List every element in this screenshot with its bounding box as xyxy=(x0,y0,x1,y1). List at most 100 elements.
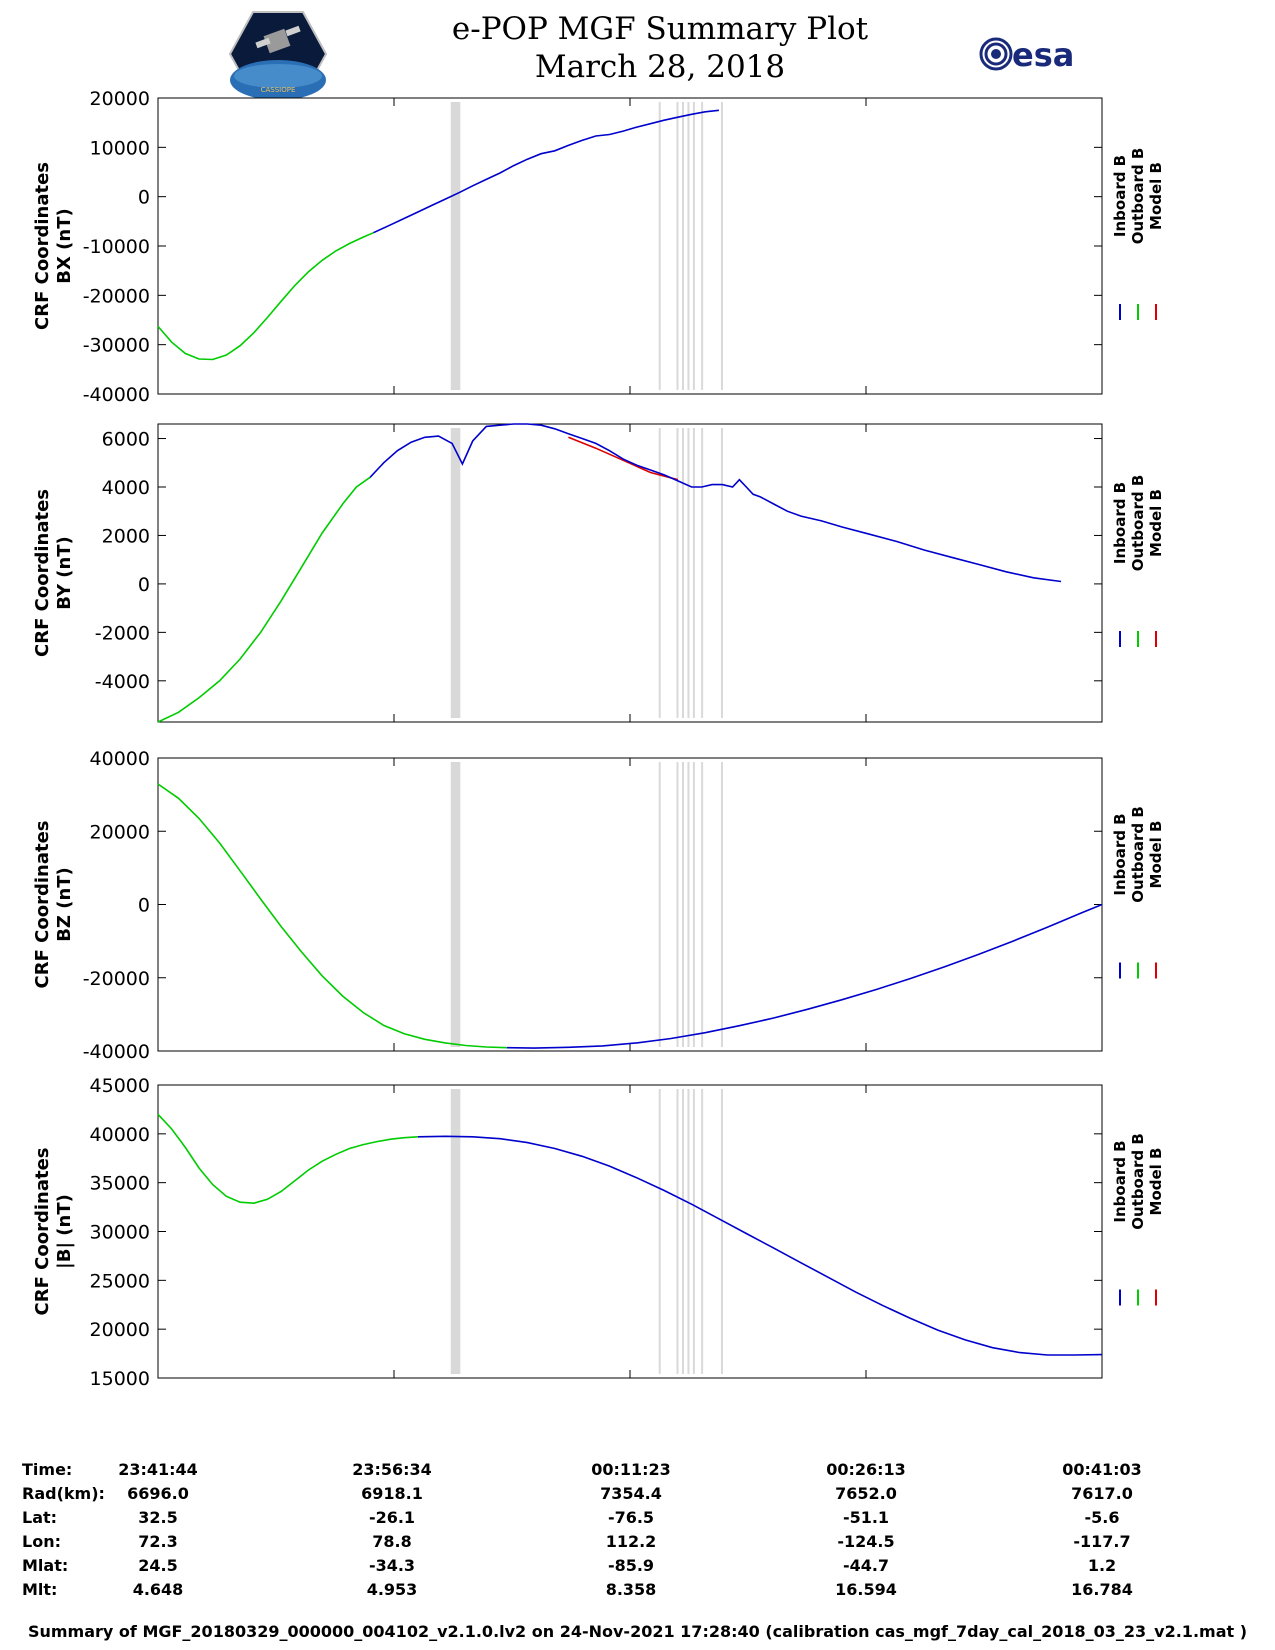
panel-4: 45000 40000 35000 30000 25000 20000 15000 CRF C… xyxy=(32,1075,1165,1390)
series-line-outboard-b xyxy=(157,231,374,361)
epop-logo: CASSIOPE xyxy=(228,11,328,98)
info-value: 7652.0 xyxy=(835,1484,897,1503)
esa-logo: esa xyxy=(979,36,1074,74)
info-value: -76.5 xyxy=(607,1508,655,1527)
info-row-label: Mlt: xyxy=(22,1580,58,1599)
info-value: 00:26:13 xyxy=(826,1460,906,1479)
data-gap-band xyxy=(676,1089,679,1374)
data-gap-band xyxy=(450,428,461,718)
y-axis-label-line2: BX (nT) xyxy=(54,208,75,283)
plot-frame xyxy=(157,1084,1103,1379)
data-gap-band xyxy=(450,102,461,390)
data-gap-band xyxy=(687,428,690,718)
y-tick-label: 0 xyxy=(138,574,150,596)
data-gap-band xyxy=(658,102,661,390)
info-value: 32.5 xyxy=(138,1508,178,1527)
data-gap-band xyxy=(676,102,679,390)
info-value: -34.3 xyxy=(368,1556,416,1575)
info-value: 78.8 xyxy=(372,1532,412,1551)
legend-label: Inboard B xyxy=(1111,813,1129,895)
data-gap-band xyxy=(701,762,704,1047)
y-tick-label: -10000 xyxy=(83,236,150,258)
data-gap-band xyxy=(692,428,695,718)
y-axis-label-line2: BZ (nT) xyxy=(54,867,75,942)
y-axis-label-line2: BY (nT) xyxy=(54,536,75,610)
info-value: 24.5 xyxy=(138,1556,178,1575)
series-line-inboard-b xyxy=(506,903,1103,1049)
y-tick-label: 20000 xyxy=(90,1319,150,1341)
y-tick-label: -20000 xyxy=(83,285,150,307)
y-tick-label: 20000 xyxy=(90,88,150,110)
series-line-outboard-b xyxy=(157,1113,418,1205)
data-gap-band xyxy=(658,762,661,1047)
panel-3: 40000 20000 0 -20000 -40000 CRF CoordinatesBZ… xyxy=(32,748,1165,1063)
info-value: 23:56:34 xyxy=(352,1460,432,1479)
series-line-inboard-b xyxy=(369,423,1062,583)
series-line-model-b xyxy=(568,436,679,481)
data-gap-band xyxy=(658,1089,661,1374)
epop-logo-text: CASSIOPE xyxy=(261,86,296,94)
y-axis-label: CRF CoordinatesBZ (nT) xyxy=(32,821,75,989)
y-axis-label-line2: |B| (nT) xyxy=(54,1194,75,1269)
series-line-outboard-b xyxy=(157,476,371,723)
y-tick-label: -30000 xyxy=(83,335,150,357)
data-gap-band xyxy=(720,762,723,1047)
data-gap-band xyxy=(720,102,723,390)
plot-frame xyxy=(157,97,1103,395)
plot-frame xyxy=(157,757,1103,1052)
info-row-label: Lon: xyxy=(22,1532,61,1551)
data-gap-band xyxy=(701,102,704,390)
legend-label: Model B xyxy=(1147,1148,1165,1216)
y-tick-label: 0 xyxy=(138,895,150,917)
y-axis-label: CRF CoordinatesBX (nT) xyxy=(32,162,75,330)
data-gap-band xyxy=(692,102,695,390)
data-gap-band xyxy=(720,1089,723,1374)
y-tick-label: 6000 xyxy=(102,429,150,451)
info-row-label: Lat: xyxy=(22,1508,58,1527)
info-value: -124.5 xyxy=(837,1532,895,1551)
y-axis-label-line1: CRF Coordinates xyxy=(32,489,53,657)
info-value: 6696.0 xyxy=(127,1484,189,1503)
y-tick-label: 40000 xyxy=(90,1124,150,1146)
data-gap-band xyxy=(687,1089,690,1374)
y-tick-label: -2000 xyxy=(95,622,150,644)
data-gap-band xyxy=(681,1089,684,1374)
legend-label: Inboard B xyxy=(1111,1140,1129,1222)
legend-label: Model B xyxy=(1147,162,1165,230)
info-value: 72.3 xyxy=(138,1532,178,1551)
legend-label: Model B xyxy=(1147,821,1165,889)
info-value: 23:41:44 xyxy=(118,1460,198,1479)
y-tick-label: -40000 xyxy=(83,384,150,406)
data-gap-band xyxy=(450,1089,461,1374)
y-axis-label: CRF CoordinatesBY (nT) xyxy=(32,489,75,657)
title-line-1: e-POP MGF Summary Plot xyxy=(451,11,869,47)
y-axis-label-line1: CRF Coordinates xyxy=(32,1148,53,1316)
data-gap-band xyxy=(450,762,461,1047)
info-value: 7617.0 xyxy=(1071,1484,1133,1503)
legend-label: Inboard B xyxy=(1111,155,1129,237)
y-tick-label: -40000 xyxy=(83,1041,150,1063)
data-gap-band xyxy=(681,762,684,1047)
data-gap-band xyxy=(687,102,690,390)
info-value: 4.953 xyxy=(366,1580,418,1599)
info-value: 1.2 xyxy=(1087,1556,1117,1575)
y-tick-label: 35000 xyxy=(90,1173,150,1195)
info-value: -85.9 xyxy=(607,1556,655,1575)
info-row-label: Time: xyxy=(22,1460,73,1479)
esa-logo-text: esa xyxy=(1012,36,1074,74)
info-value: 4.648 xyxy=(132,1580,184,1599)
data-gap-band xyxy=(701,1089,704,1374)
y-tick-label: 15000 xyxy=(90,1368,150,1390)
data-gap-band xyxy=(701,428,704,718)
data-gap-band xyxy=(681,102,684,390)
info-value: -117.7 xyxy=(1073,1532,1131,1551)
info-value: 00:11:23 xyxy=(591,1460,671,1479)
legend-label: Model B xyxy=(1147,489,1165,557)
legend-label: Outboard B xyxy=(1129,1133,1147,1230)
plot-frame xyxy=(157,423,1103,723)
y-tick-label: 20000 xyxy=(90,821,150,843)
series-line-outboard-b xyxy=(157,783,507,1049)
y-tick-label: 0 xyxy=(138,187,150,209)
data-gap-band xyxy=(676,428,679,718)
